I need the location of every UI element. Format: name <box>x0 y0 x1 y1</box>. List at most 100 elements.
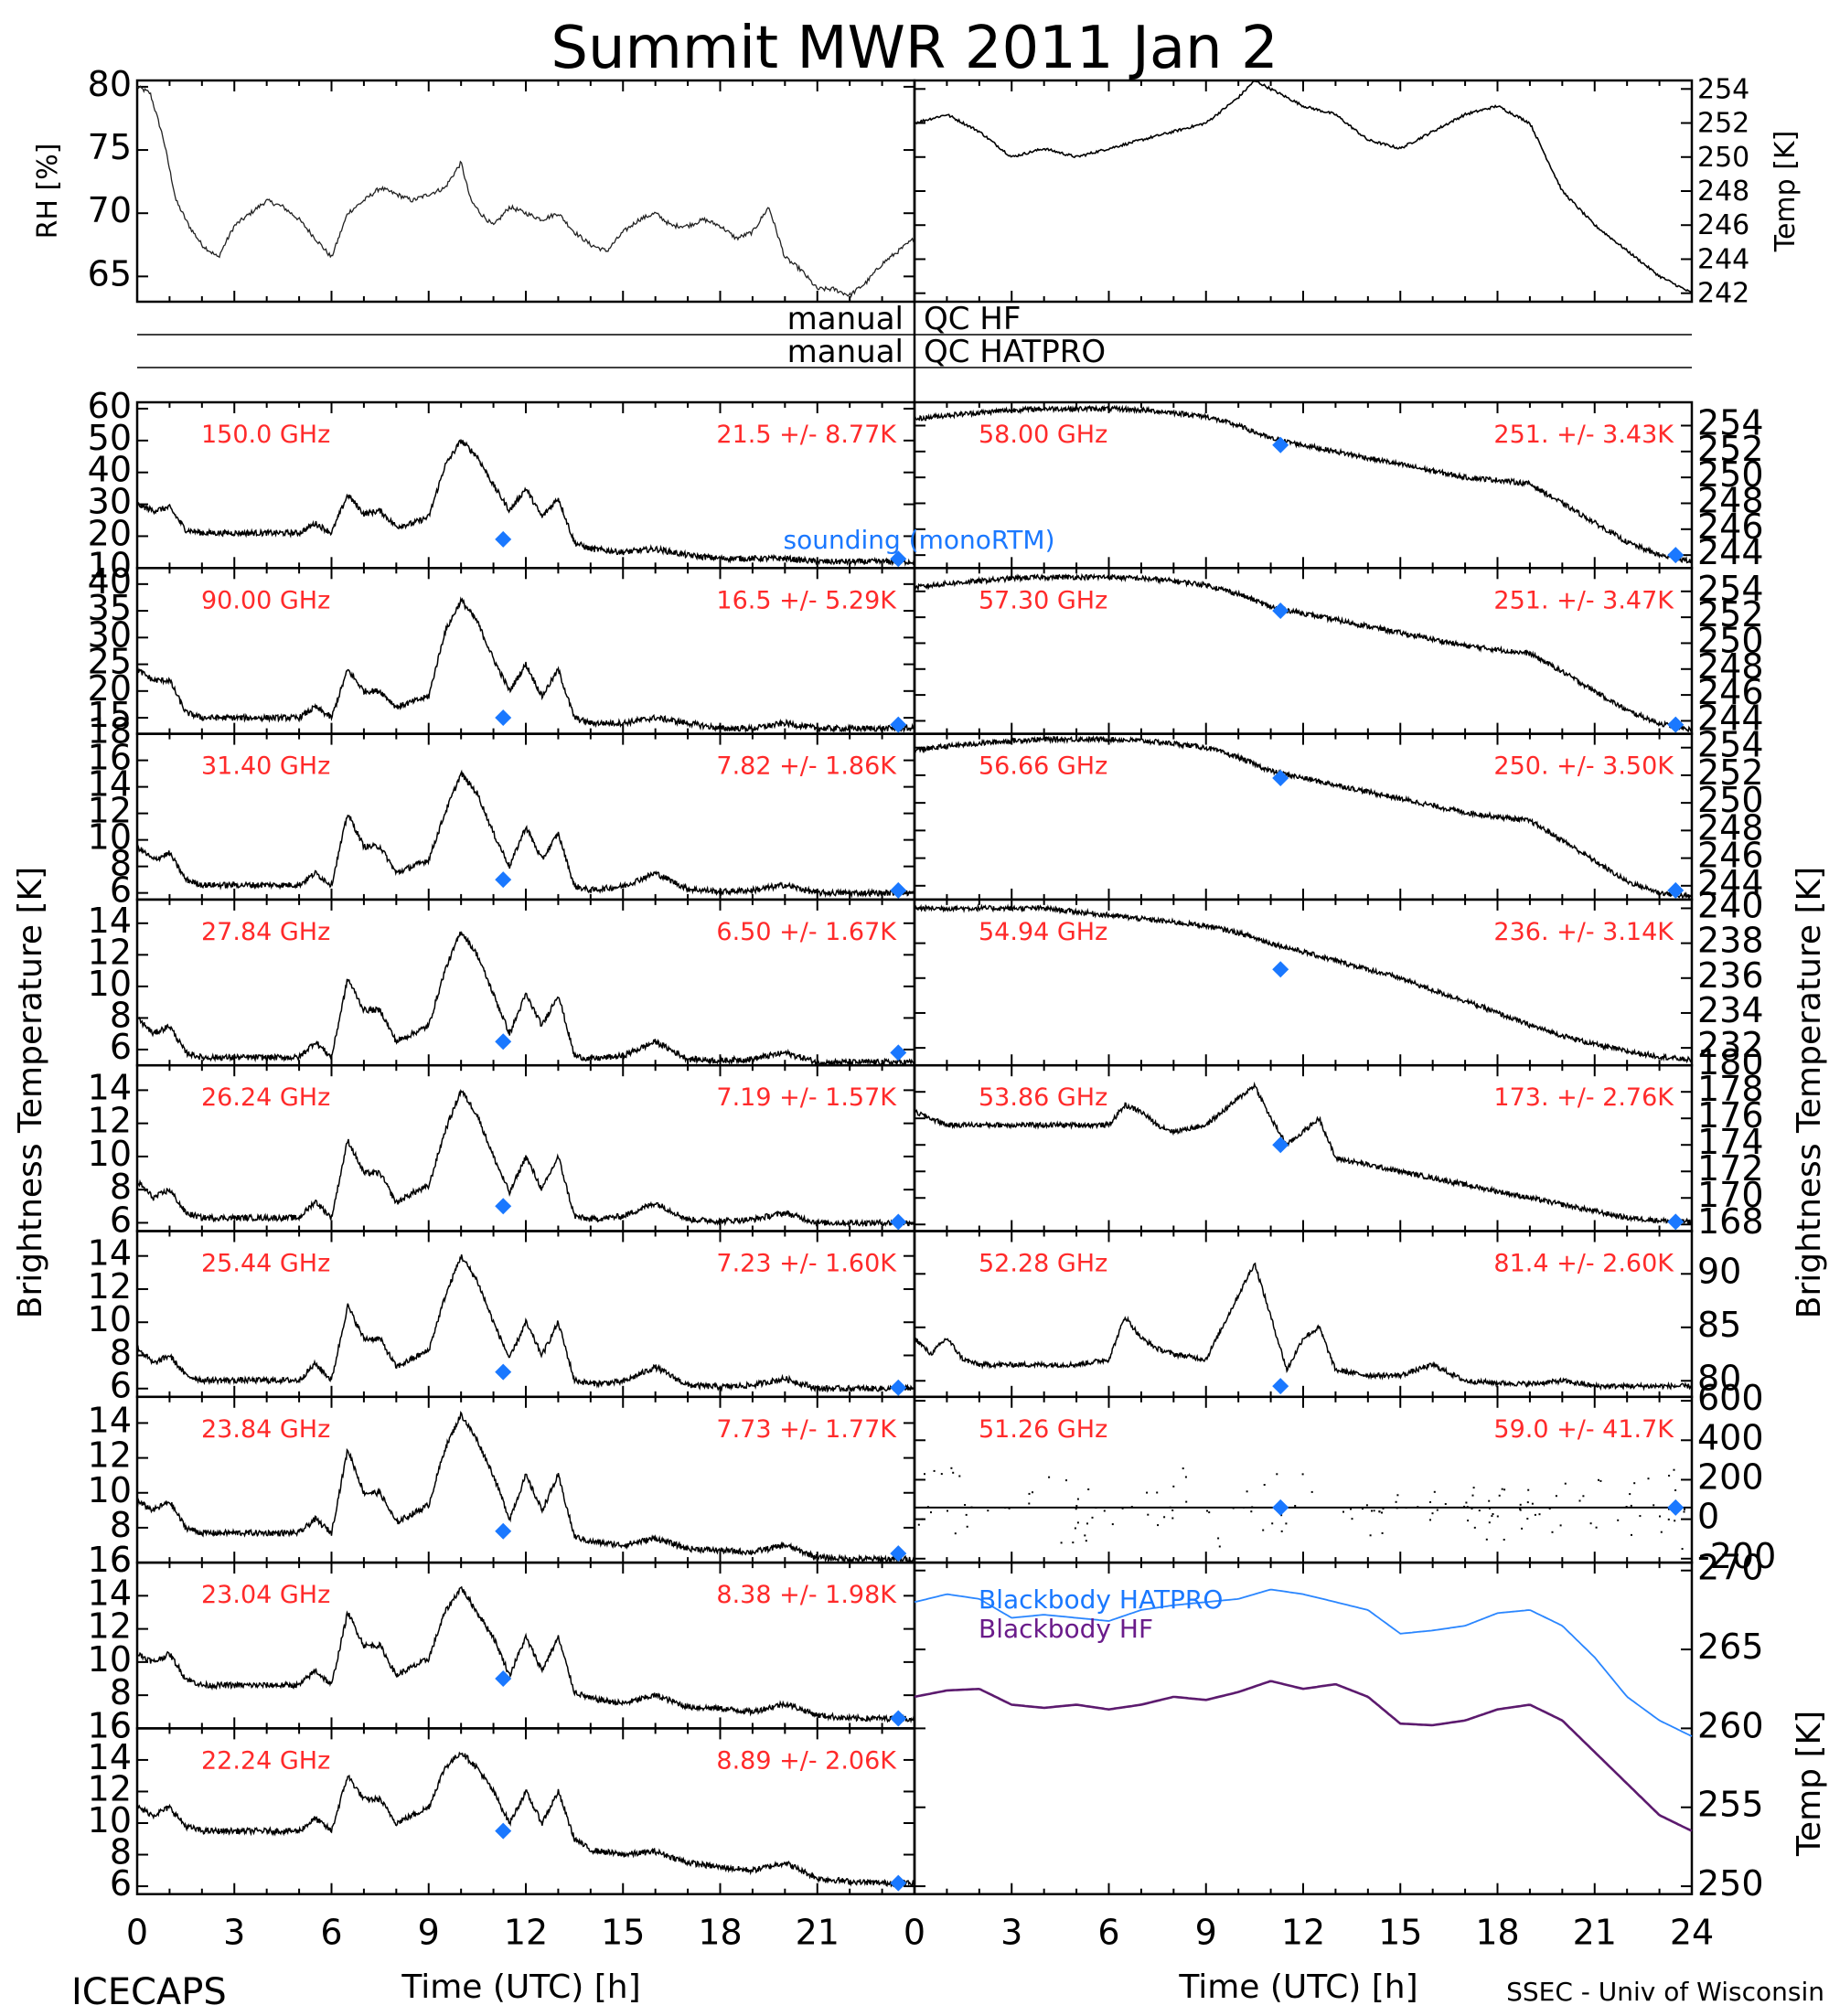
y-tick-label: 16 <box>88 1705 132 1745</box>
scatter-point <box>1169 1506 1171 1509</box>
scatter-point <box>1103 1509 1106 1512</box>
scatter-point <box>1251 1506 1254 1509</box>
scatter-point <box>958 1475 961 1477</box>
scatter-point <box>1350 1508 1352 1510</box>
y-tick-label: 246 <box>1697 209 1749 241</box>
y-tick-label: 10 <box>88 964 132 1004</box>
x-tick-label: 18 <box>698 1913 742 1953</box>
scatter-point <box>1559 1524 1562 1527</box>
sounding-marker <box>1272 1378 1289 1395</box>
x-tick-label: 9 <box>418 1913 440 1953</box>
y-tick-label: 14 <box>88 901 132 941</box>
sounding-marker <box>495 709 512 727</box>
y-tick-label: 242 <box>1697 278 1749 310</box>
y-tick-label: 75 <box>88 127 132 167</box>
y-tick-label: 25 <box>88 642 132 682</box>
scatter-point <box>1489 1507 1491 1509</box>
scatter-point <box>1501 1488 1503 1490</box>
scatter-point <box>926 1506 929 1509</box>
scatter-point <box>970 1506 973 1509</box>
y-tick-label: 270 <box>1697 1548 1764 1588</box>
y-tick-label: 244 <box>1697 532 1764 572</box>
sounding-marker <box>890 1044 907 1061</box>
x-tick-label: 6 <box>1097 1913 1119 1953</box>
scatter-point <box>1157 1524 1160 1527</box>
sounding-marker <box>495 1033 512 1051</box>
y-tick-label: 12 <box>88 1768 132 1808</box>
scatter-point <box>1519 1509 1522 1511</box>
legend-entry: Blackbody HATPRO <box>979 1584 1223 1615</box>
sounding-marker <box>890 1213 907 1231</box>
scatter-point <box>1491 1515 1493 1518</box>
scatter-point <box>964 1504 967 1506</box>
scatter-point <box>1589 1522 1592 1525</box>
scatter-point <box>1599 1479 1602 1482</box>
scatter-point <box>1232 1507 1235 1509</box>
y-tick-label: 254 <box>1697 73 1749 105</box>
sounding-marker <box>1272 769 1289 786</box>
y-tick-label: 35 <box>88 588 132 628</box>
scatter-point <box>1262 1529 1265 1531</box>
scatter-point <box>1271 1522 1274 1525</box>
scatter-point <box>1436 1509 1439 1511</box>
y-tick-label: 40 <box>88 561 132 602</box>
y-tick-label: 60 <box>88 386 132 426</box>
sounding-marker <box>890 1545 907 1563</box>
y-axis-label-right: Brightness Temperature [K] <box>1791 867 1828 1318</box>
scatter-point <box>1538 1513 1541 1516</box>
scatter-point <box>1362 1508 1364 1510</box>
scatter-point <box>1074 1527 1076 1530</box>
scatter-point <box>1087 1488 1090 1490</box>
sounding-marker <box>1667 547 1685 564</box>
y-tick-label: 240 <box>1697 885 1764 925</box>
scatter-point <box>1653 1504 1655 1507</box>
scatter-point <box>950 1467 953 1469</box>
scatter-point <box>1467 1520 1470 1522</box>
scatter-point <box>1496 1515 1499 1518</box>
scatter-point <box>1208 1511 1211 1514</box>
channel-stats-label: 7.23 +/- 1.60K <box>716 1250 897 1278</box>
blackbody-series-line <box>914 1588 1693 1737</box>
scatter-point <box>1625 1506 1628 1508</box>
qc-label-left: manual <box>787 301 904 337</box>
scatter-point <box>1250 1510 1253 1513</box>
sounding-marker <box>1667 881 1685 899</box>
scatter-point <box>1488 1521 1491 1524</box>
data-line <box>914 404 1693 564</box>
scatter-point <box>1498 1494 1501 1497</box>
y-tick-label: 50 <box>88 418 132 458</box>
qc-label-right: QC HATPRO <box>924 334 1106 370</box>
scatter-point <box>1429 1501 1431 1503</box>
rh-panel: 65 70 75 80 RH [%] <box>32 64 916 304</box>
channel-frequency-label: 57.30 GHz <box>979 586 1107 614</box>
y-tick-label: 16 <box>88 1540 132 1580</box>
scatter-point <box>1631 1533 1632 1536</box>
y-tick-label: 10 <box>88 1470 132 1510</box>
temp-panel-frame <box>913 79 1694 304</box>
scatter-point <box>921 1518 924 1520</box>
y-tick-label: 12 <box>88 1435 132 1476</box>
x-tick-label: 12 <box>504 1913 548 1953</box>
qc-label-left: manual <box>787 334 904 370</box>
x-tick-label: 3 <box>1000 1913 1022 1953</box>
y-tick-label: 10 <box>88 817 132 858</box>
scatter-point <box>1396 1507 1398 1509</box>
y-tick-label: 172 <box>1697 1148 1764 1189</box>
channel-frequency-label: 52.28 GHz <box>979 1250 1107 1278</box>
scatter-point <box>954 1532 957 1535</box>
blackbody-series-line <box>914 1680 1693 1832</box>
y-tick-label: 248 <box>1697 480 1764 520</box>
scatter-point <box>917 1523 920 1526</box>
scatter-point <box>1660 1531 1663 1533</box>
sounding-marker <box>495 1822 512 1840</box>
scatter-point <box>1086 1522 1088 1525</box>
scatter-point <box>1243 1507 1245 1509</box>
scatter-point <box>1668 1508 1670 1510</box>
blackbody-axis-label: Temp [K] <box>1791 1711 1828 1857</box>
scatter-point <box>1503 1488 1506 1491</box>
scatter-point <box>1526 1518 1529 1520</box>
scatter-point <box>1519 1503 1522 1506</box>
